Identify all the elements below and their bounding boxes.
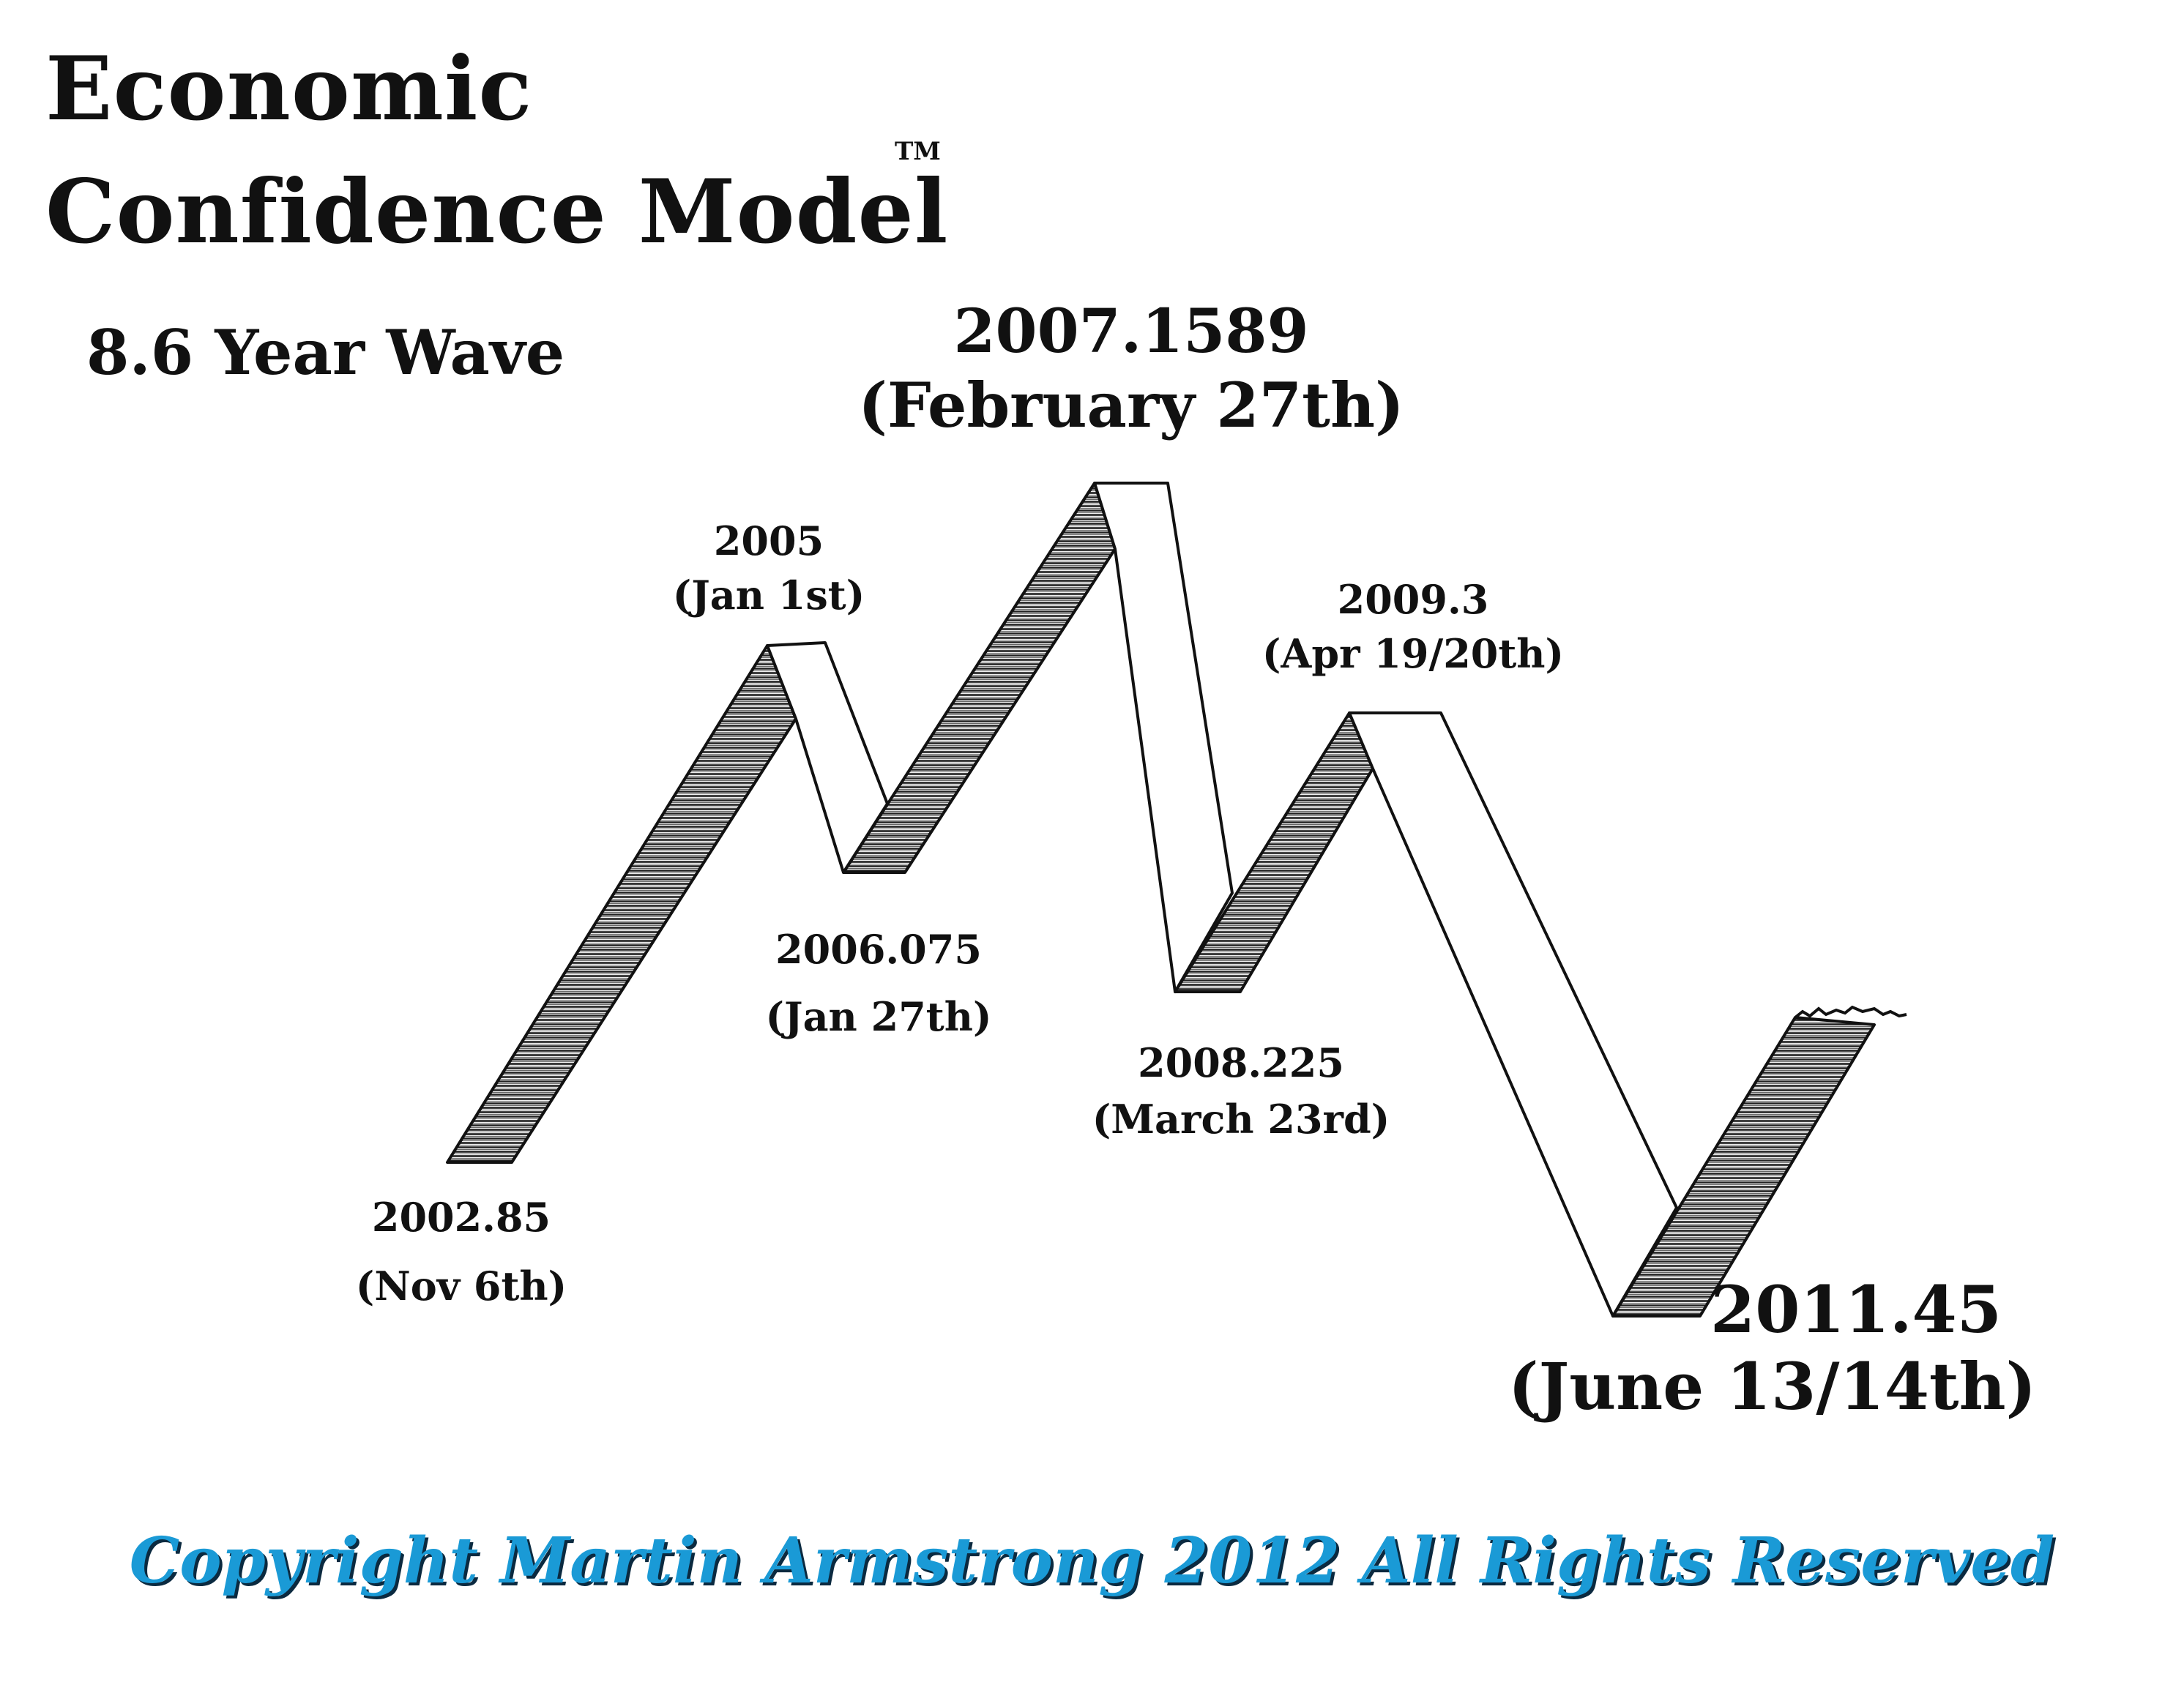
point-2006-date: 2006.075 [775, 926, 982, 973]
ribbon-unfinished-end [1794, 1005, 1907, 1019]
point-2009-label: (Apr 19/20th) [1261, 630, 1565, 677]
wave-leg-rise-2002-2005 [446, 644, 797, 1164]
point-2009-date: 2009.3 [1337, 576, 1489, 623]
point-2007-label: (February 27th) [858, 369, 1404, 441]
point-2008-label: (March 23rd) [1092, 1096, 1390, 1143]
title-line-1: Economic [45, 37, 533, 141]
point-2007-date: 2007.1589 [953, 296, 1309, 367]
wave-subtitle: 8.6 Year Wave [86, 316, 565, 389]
point-2002-label: (Nov 6th) [355, 1263, 567, 1309]
point-2008-date: 2008.225 [1138, 1039, 1344, 1086]
point-2002-date: 2002.85 [371, 1194, 551, 1241]
point-2006-label: (Jan 27th) [765, 993, 992, 1040]
title-line-2: Confidence Model [45, 160, 949, 264]
copyright-notice: Copyright Martin Armstrong 2012 All Righ… [129, 1524, 2055, 1598]
wave-leg-fall-2009-2011 [1348, 711, 1678, 1318]
point-2005-label: (Jan 1st) [672, 572, 865, 618]
wave-leg-fall-2007-2008 [1093, 482, 1234, 993]
point-2011-date: 2011.45 [1710, 1271, 2002, 1348]
trademark-mark: TM [895, 137, 941, 166]
wave-leg-fall-2005-2006 [766, 641, 889, 874]
point-2005-date: 2005 [713, 517, 824, 564]
point-2011-label: (June 13/14th) [1508, 1348, 2037, 1424]
